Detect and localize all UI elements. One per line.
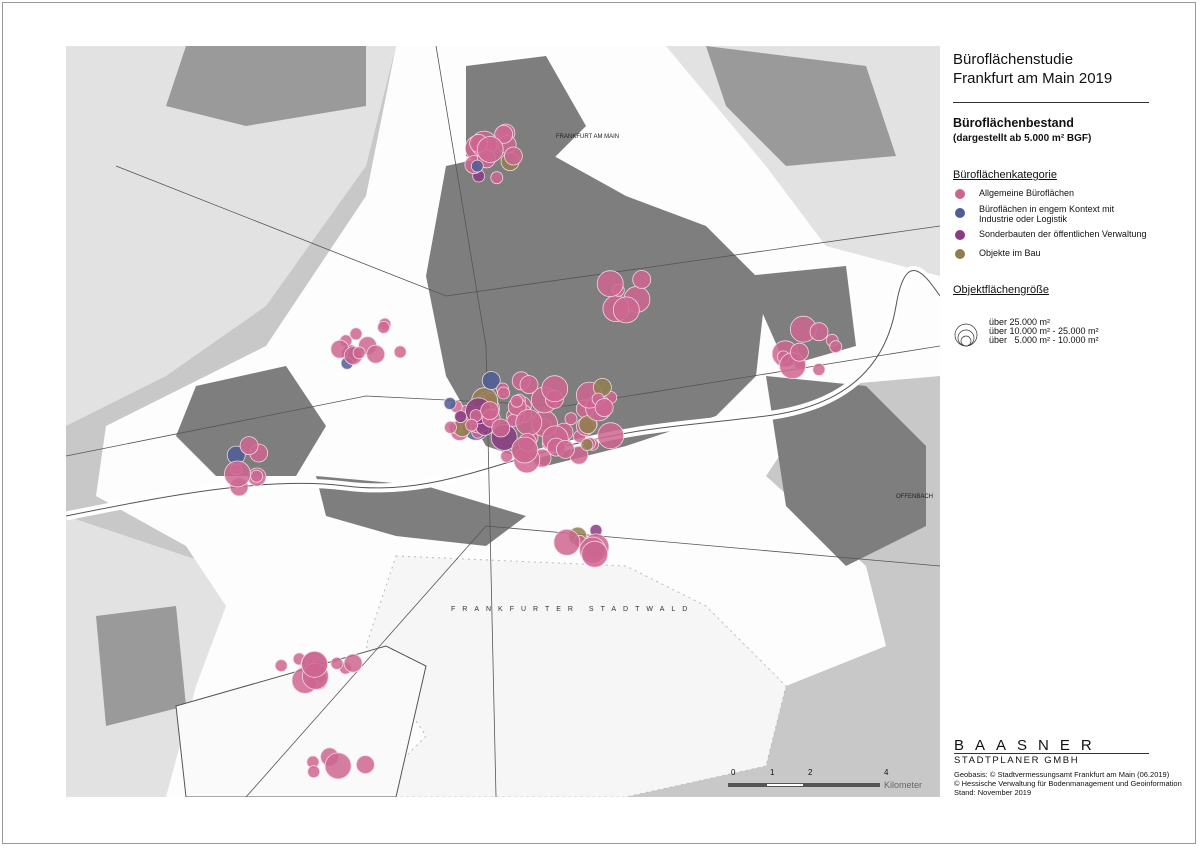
circle-icon [955, 208, 965, 218]
category-heading: Büroflächenkategorie [953, 169, 1057, 181]
size-label: über 25.000 m² [989, 317, 1051, 327]
roads [66, 46, 940, 797]
scale-tick: 0 [731, 768, 736, 777]
office-marker[interactable] [443, 397, 457, 410]
office-marker[interactable] [594, 398, 614, 418]
map-label-forest: FRANKFURTER STADTWALD [451, 606, 694, 613]
office-marker[interactable] [491, 418, 511, 438]
office-marker[interactable] [465, 418, 479, 432]
office-marker[interactable] [480, 401, 500, 421]
title-line2: Frankfurt am Main 2019 [953, 70, 1113, 87]
office-marker[interactable] [343, 653, 363, 673]
office-marker[interactable] [503, 146, 523, 166]
urban-built-up-areas [96, 46, 926, 726]
size-legend: über 25.000 m² über 10.000 m² - 25.000 m… [953, 318, 1153, 348]
office-marker[interactable] [349, 327, 363, 341]
office-marker[interactable] [510, 394, 524, 408]
credits: Geobasis: © Stadtvermessungsamt Frankfur… [954, 770, 1182, 797]
office-marker[interactable] [393, 345, 407, 359]
forest-area [365, 555, 787, 797]
logo-name: BAASNER [954, 738, 1149, 754]
office-marker[interactable] [481, 371, 501, 390]
scale-tick: 2 [808, 768, 813, 777]
office-marker[interactable] [597, 422, 625, 450]
legend-panel: Büroflächenstudie Frankfurt am Main 2019… [953, 50, 1153, 348]
credit-line: © Hessische Verwaltung für Bodenmanageme… [954, 779, 1182, 788]
scale-unit: Kilometer [884, 780, 923, 790]
subtitle: Büroflächenbestand [953, 116, 1074, 130]
office-marker[interactable] [829, 340, 843, 354]
scale-bar: 0 1 2 4 Kilometer [728, 768, 928, 790]
scale-tick: 4 [884, 768, 889, 777]
office-marker[interactable] [307, 765, 321, 779]
category-list: Allgemeine Büroflächen Büroflächen in en… [953, 188, 1153, 259]
legend-label: Sonderbauten der öffentlichen Verwaltung [979, 229, 1147, 239]
office-marker[interactable] [809, 322, 829, 342]
divider [953, 102, 1149, 103]
office-marker[interactable] [239, 436, 259, 456]
office-marker[interactable] [377, 320, 391, 334]
office-marker[interactable] [580, 438, 594, 452]
legend-item: Sonderbauten der öffentlichen Verwaltung [953, 229, 1153, 240]
credit-line: Geobasis: © Stadtvermessungsamt Frankfur… [954, 770, 1170, 779]
subtitle-note: (dargestellt ab 5.000 m² BGF) [953, 133, 1092, 144]
office-marker[interactable] [366, 344, 386, 364]
office-marker[interactable] [497, 386, 511, 400]
scale-tick: 1 [770, 768, 775, 777]
office-marker[interactable] [511, 436, 539, 464]
legend-label: Büroflächen in engem Kontext mit Industr… [979, 204, 1115, 224]
office-marker[interactable] [250, 469, 264, 483]
office-marker[interactable] [812, 363, 826, 376]
office-marker[interactable] [541, 375, 569, 403]
size-heading: Objektflächengröße [953, 284, 1049, 296]
office-markers [224, 123, 843, 780]
office-marker[interactable] [519, 375, 539, 395]
office-marker[interactable] [632, 270, 652, 289]
office-marker[interactable] [355, 755, 375, 774]
office-marker[interactable] [612, 296, 640, 324]
office-marker[interactable] [555, 439, 575, 459]
office-marker[interactable] [515, 409, 543, 436]
office-marker[interactable] [470, 159, 484, 173]
office-marker[interactable] [596, 270, 624, 298]
map-label-city: FRANKFURT AM MAIN [556, 134, 619, 140]
legend-item: Büroflächen in engem Kontext mit Industr… [953, 204, 1153, 224]
office-marker[interactable] [490, 171, 504, 185]
office-marker[interactable] [790, 342, 809, 362]
office-marker[interactable] [444, 420, 457, 434]
office-marker[interactable] [553, 528, 581, 556]
office-marker[interactable] [274, 659, 288, 672]
size-label: über 10.000 m² - 25.000 m² [989, 326, 1099, 336]
office-marker[interactable] [476, 136, 504, 163]
circle-icon [955, 230, 965, 240]
office-marker[interactable] [330, 657, 344, 670]
logo-sub: STADTPLANER GMBH [954, 755, 1080, 766]
office-marker[interactable] [564, 412, 578, 426]
legend-label: Allgemeine Büroflächen [979, 188, 1075, 198]
office-marker[interactable] [500, 449, 514, 463]
office-marker[interactable] [494, 125, 514, 144]
office-marker[interactable] [224, 460, 251, 488]
office-marker[interactable] [581, 540, 609, 568]
title-line1: Büroflächenstudie [953, 51, 1074, 68]
size-label: über 5.000 m² - 10.000 m² [989, 335, 1099, 345]
office-marker[interactable] [301, 650, 329, 678]
logo: BAASNER STADTPLANER GMBH [954, 738, 1149, 766]
map[interactable]: FRANKFURT AM MAIN FRANKFURTER STADTWALD … [66, 46, 940, 797]
office-marker[interactable] [454, 410, 468, 424]
credit-line: Stand: November 2019 [954, 788, 1032, 797]
circle-icon [955, 189, 965, 199]
office-marker[interactable] [324, 752, 352, 780]
legend-label: Objekte im Bau [979, 248, 1041, 258]
map-label-offenbach: OFFENBACH [896, 494, 933, 500]
circle-icon [955, 249, 965, 259]
legend-item: Allgemeine Büroflächen [953, 188, 1153, 199]
office-marker[interactable] [352, 346, 366, 360]
legend-item: Objekte im Bau [953, 248, 1153, 259]
nested-circles-icon [954, 323, 978, 347]
